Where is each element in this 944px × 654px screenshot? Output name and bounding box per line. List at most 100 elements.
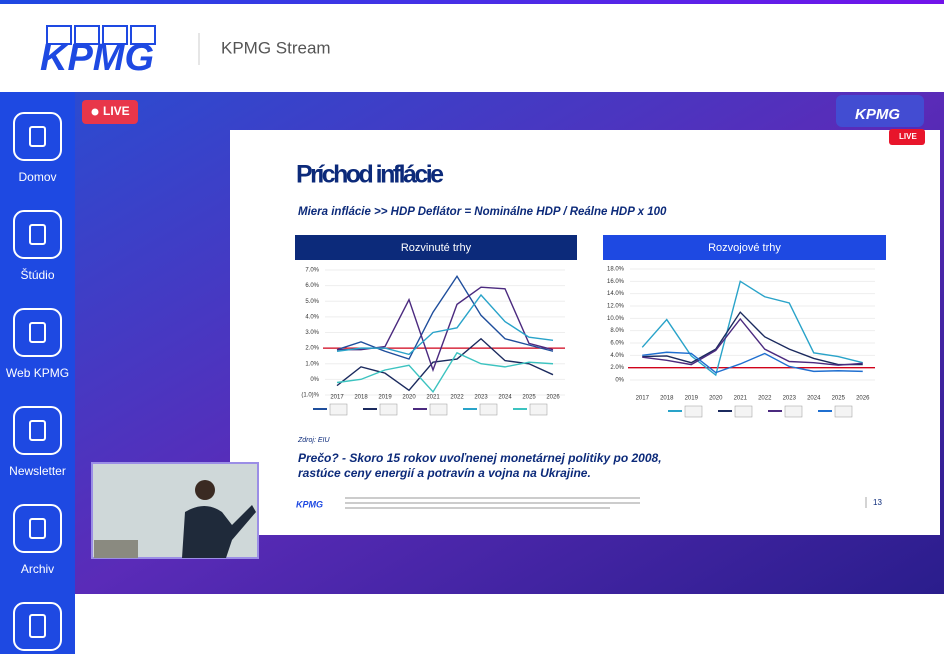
- y-tick-label: 6.0%: [610, 341, 624, 347]
- sidebar: [0, 92, 75, 654]
- x-tick-label: 2025: [522, 395, 536, 401]
- page-number: 13: [873, 498, 882, 507]
- nav-glyph: [29, 518, 46, 539]
- y-tick-label: 16.0%: [607, 279, 625, 285]
- chart-header: [295, 235, 577, 260]
- x-tick-label: 2021: [426, 395, 440, 401]
- note-line: Prečo? - Skoro 15 rokov uvoľnenej monetá…: [298, 451, 662, 465]
- overlay-logo-box: [836, 95, 924, 127]
- y-tick-label: 4.0%: [305, 314, 319, 320]
- presenter-body: [182, 505, 256, 558]
- series-line: [642, 317, 863, 366]
- footer-fineprint: [345, 497, 640, 509]
- legend-flag: [734, 405, 753, 418]
- live-badge: [82, 100, 138, 124]
- overlay-live: LIVE: [899, 132, 917, 141]
- live-dot: [91, 108, 99, 116]
- x-tick-label: 2023: [783, 396, 797, 402]
- y-tick-label: 6.0%: [305, 283, 319, 289]
- series-line: [336, 351, 554, 394]
- legend-flag: [479, 403, 498, 416]
- y-tick-label: 18.0%: [607, 267, 625, 273]
- x-tick-label: 2022: [758, 396, 772, 402]
- webcam-desk: [94, 540, 138, 558]
- x-tick-label: 2017: [330, 395, 344, 401]
- y-tick-label: (1.0)%: [301, 393, 319, 399]
- x-tick-label: 2020: [709, 396, 723, 402]
- nav-glyph: [29, 126, 46, 147]
- x-tick-label: 2024: [807, 396, 821, 402]
- y-tick-label: 3.0%: [305, 330, 319, 336]
- series-line: [641, 280, 863, 377]
- nav-label[interactable]: Newsletter: [9, 464, 66, 478]
- nav-label[interactable]: Web KPMG: [6, 366, 69, 380]
- x-tick-label: 2024: [498, 395, 512, 401]
- x-tick-label: 2026: [856, 396, 870, 402]
- nav-icon[interactable]: [13, 308, 62, 357]
- chart-title: Rozvojové trhy: [708, 242, 781, 254]
- y-tick-label: 0%: [310, 377, 319, 383]
- series-line: [336, 274, 554, 360]
- x-tick-label: 2025: [832, 396, 846, 402]
- y-tick-label: 12.0%: [607, 304, 625, 310]
- y-tick-label: 1.0%: [305, 361, 319, 367]
- legend-flag: [379, 403, 398, 416]
- nav-label[interactable]: Domov: [18, 170, 56, 184]
- series-line: [642, 311, 863, 366]
- nav-icon[interactable]: [13, 504, 62, 553]
- nav-label[interactable]: Štúdio: [20, 267, 54, 282]
- app-title: KPMG Stream: [221, 38, 331, 57]
- footer-logo: KPMG: [296, 499, 323, 509]
- legend-flag: [784, 405, 803, 418]
- y-tick-label: 4.0%: [610, 353, 624, 359]
- x-tick-label: 2020: [402, 395, 416, 401]
- y-tick-label: 8.0%: [610, 328, 624, 334]
- source: Zdroj: EIU: [297, 437, 330, 444]
- nav-icon[interactable]: [13, 112, 62, 161]
- legend-flag: [529, 403, 548, 416]
- y-tick-label: 14.0%: [607, 291, 625, 297]
- x-tick-label: 2022: [450, 395, 464, 401]
- nav-icon[interactable]: [13, 602, 62, 651]
- legend-flag: [429, 403, 448, 416]
- nav-glyph: [29, 614, 46, 638]
- x-tick-label: 2019: [685, 396, 699, 402]
- presenter-head: [195, 480, 215, 500]
- x-tick-label: 2018: [660, 396, 674, 402]
- overlay-logo: KPMG: [855, 106, 900, 123]
- x-tick-label: 2026: [546, 395, 560, 401]
- series-line: [336, 337, 554, 392]
- overlay-live-box: [889, 129, 925, 145]
- top-bar: [0, 0, 944, 4]
- y-tick-label: 2.0%: [610, 365, 624, 371]
- x-tick-label: 2017: [636, 396, 650, 402]
- nav-icon[interactable]: [13, 210, 62, 259]
- note-line: rastúce ceny energií a potravín a vojna …: [298, 466, 591, 480]
- logo-boxes: [46, 25, 156, 45]
- x-tick-label: 2023: [474, 395, 488, 401]
- x-tick-label: 2018: [354, 395, 368, 401]
- slide-title: Príchod inflácie: [296, 161, 444, 189]
- x-tick-label: 2021: [734, 396, 748, 402]
- y-tick-label: 0%: [615, 378, 624, 384]
- slide-subtitle: Miera inflácie >> HDP Deflátor = Nominál…: [298, 206, 667, 218]
- y-tick-label: 5.0%: [305, 299, 319, 305]
- nav-label[interactable]: Archiv: [21, 562, 54, 576]
- series-line: [336, 293, 554, 356]
- legend-flag: [834, 405, 853, 418]
- nav-glyph: [29, 322, 46, 343]
- y-tick-label: 2.0%: [305, 346, 319, 352]
- nav-glyph: [29, 224, 46, 245]
- legend-flag: [684, 405, 703, 418]
- nav-icon[interactable]: [13, 406, 62, 455]
- series-line: [642, 351, 863, 374]
- x-tick-label: 2019: [378, 395, 392, 401]
- live-text: LIVE: [103, 104, 130, 118]
- chart-header: [603, 235, 886, 260]
- legend-flag: [329, 403, 348, 416]
- nav-glyph: [29, 420, 46, 441]
- chart-title: Rozvinuté trhy: [401, 242, 472, 254]
- y-tick-label: 7.0%: [305, 268, 319, 274]
